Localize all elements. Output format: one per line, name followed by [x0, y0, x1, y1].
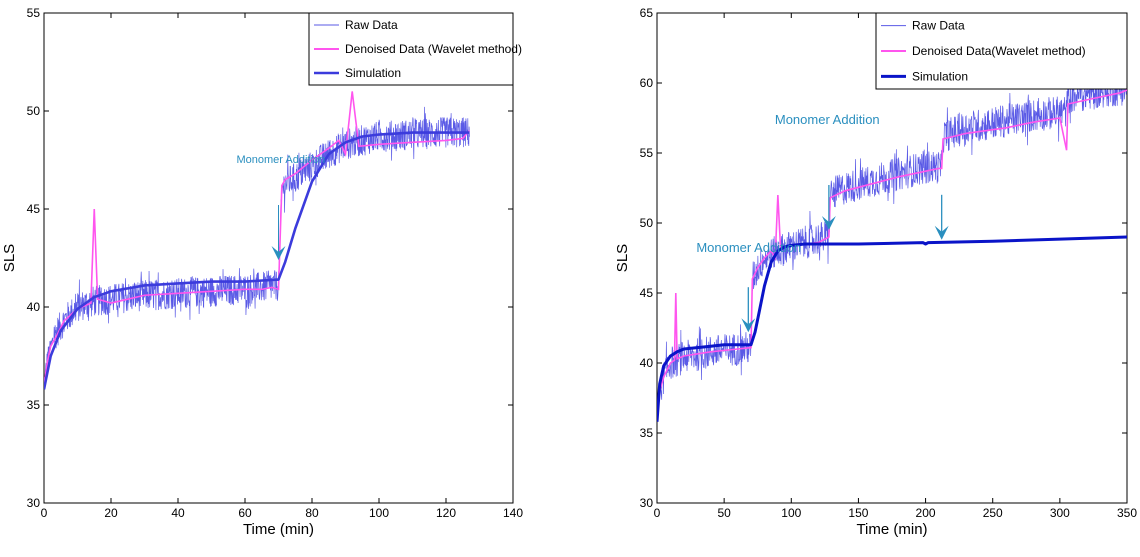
legend: Raw Data Denoised Data (Wavelet method) Si… — [308, 12, 522, 86]
legend: Raw Data Denoised Data(Wavelet method) Sim… — [875, 12, 1128, 90]
legend-entry: Raw Data — [912, 19, 965, 33]
legend-entry: Simulation — [912, 69, 968, 83]
y-tick-label: 50 — [27, 104, 41, 118]
x-tick-label: 80 — [305, 506, 319, 520]
legend-box — [875, 12, 1128, 90]
chart-panel-left: 0 20 40 60 80 100 120 140 30 35 40 45 50 55 Time (min)… — [1, 6, 523, 538]
x-tick-label: 50 — [717, 506, 731, 520]
y-tick-label: 65 — [640, 6, 654, 20]
x-tick-label: 200 — [916, 506, 936, 520]
x-tick-label: 120 — [436, 506, 456, 520]
y-tick-label: 50 — [640, 216, 654, 230]
y-tick-label: 55 — [27, 6, 41, 20]
annotation-arrow-head — [934, 225, 949, 240]
chart-panel-right: 0 50 100 150 200 250 300 350 30 35 40 45 50 55 60 65 Tim… — [614, 6, 1137, 538]
x-axis-label: Time (min) — [856, 521, 927, 538]
annotation-arrow-head — [271, 245, 286, 260]
x-tick-label: 300 — [1050, 506, 1070, 520]
data-layer — [657, 64, 1127, 422]
y-tick-label: 45 — [640, 286, 654, 300]
y-axis-label: SLS — [614, 244, 631, 272]
data-layer — [44, 91, 471, 390]
legend-box — [308, 12, 514, 86]
y-tick-label: 55 — [640, 146, 654, 160]
annotation-arrow-head — [741, 318, 756, 333]
legend-entry: Denoised Data(Wavelet method) — [912, 44, 1086, 58]
series-denoised-data — [44, 91, 471, 386]
x-tick-label: 0 — [41, 506, 48, 520]
x-tick-label: 140 — [503, 506, 523, 520]
annotation-arrow — [934, 194, 949, 240]
y-tick-label: 35 — [27, 398, 41, 412]
legend-entry: Denoised Data (Wavelet method) — [345, 42, 522, 56]
y-tick-label: 40 — [640, 356, 654, 370]
annotation-label: Monomer Addition — [237, 154, 326, 166]
annotation-arrow: Monomer Addition — [696, 240, 801, 333]
annotation-label: Monomer Addition — [696, 240, 801, 255]
x-tick-label: 150 — [848, 506, 868, 520]
y-tick-label: 35 — [640, 426, 654, 440]
x-tick-label: 350 — [1117, 506, 1137, 520]
x-tick-label: 100 — [369, 506, 389, 520]
y-tick-label: 30 — [640, 496, 654, 510]
x-tick-label: 0 — [654, 506, 661, 520]
annotation-arrow: Monomer Addition — [775, 112, 880, 230]
annotation-label: Monomer Addition — [775, 112, 880, 127]
y-tick-label: 30 — [27, 496, 41, 510]
series-raw-data — [657, 64, 1127, 421]
y-tick-label: 40 — [27, 300, 41, 314]
plot-frame — [43, 12, 514, 504]
legend-entry: Raw Data — [345, 18, 398, 32]
series-simulation — [44, 131, 470, 390]
annotation-arrow: Monomer Addition — [237, 154, 326, 260]
series-raw-data — [44, 106, 470, 384]
y-tick-label: 45 — [27, 202, 41, 216]
annotation-arrow-head — [821, 216, 836, 230]
y-axis-label: SLS — [1, 244, 18, 272]
x-tick-label: 60 — [238, 506, 252, 520]
x-tick-label: 250 — [983, 506, 1003, 520]
series-simulation — [657, 235, 1127, 422]
x-tick-label: 40 — [171, 506, 185, 520]
x-tick-label: 20 — [104, 506, 118, 520]
y-tick-label: 60 — [640, 76, 654, 90]
legend-entry: Simulation — [345, 66, 401, 80]
x-axis-label: Time (min) — [243, 521, 314, 538]
x-tick-label: 100 — [781, 506, 801, 520]
